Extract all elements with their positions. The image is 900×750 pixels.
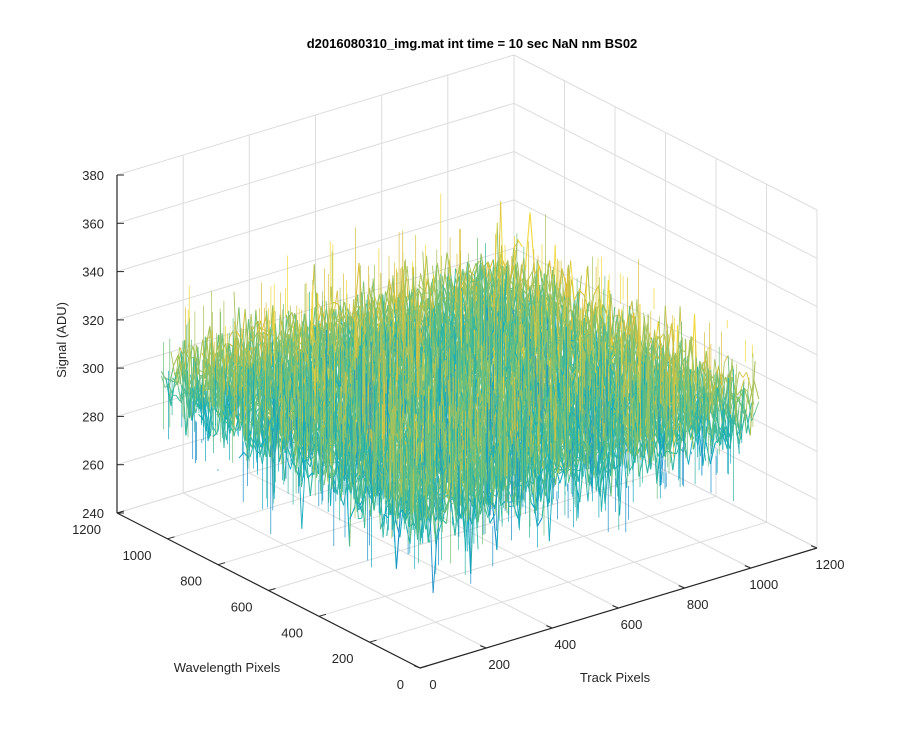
surface-segment [341, 316, 347, 318]
grid-line [116, 102, 515, 224]
grid-line [513, 151, 818, 308]
surface-segment [203, 397, 210, 439]
surface-segment [164, 377, 171, 381]
surface-segment [239, 309, 246, 360]
data-surface [160, 193, 760, 593]
surface-segment [561, 268, 568, 288]
grid-line [513, 247, 818, 404]
surface-segment [524, 212, 531, 270]
grid-line [116, 199, 515, 321]
surface-segment [578, 289, 585, 296]
grid-line [513, 102, 818, 259]
surface-segment [419, 303, 426, 327]
surface-segment [214, 407, 221, 417]
surface-segment [571, 279, 578, 327]
surface-segment [249, 439, 256, 458]
surface-segment [173, 354, 180, 366]
grid-line [116, 151, 515, 273]
grid-line [116, 54, 515, 176]
surface-segment [207, 396, 214, 407]
surface-segment [230, 371, 237, 400]
surface-segment [517, 238, 523, 248]
grid-line [513, 199, 818, 356]
surface-segment [422, 277, 429, 302]
grid-line [513, 54, 818, 211]
chart-title: d2016080310_img.mat int time = 10 sec Na… [307, 36, 638, 51]
grid-line [369, 521, 767, 643]
surface-segment [353, 262, 360, 322]
grid-line [318, 495, 717, 617]
